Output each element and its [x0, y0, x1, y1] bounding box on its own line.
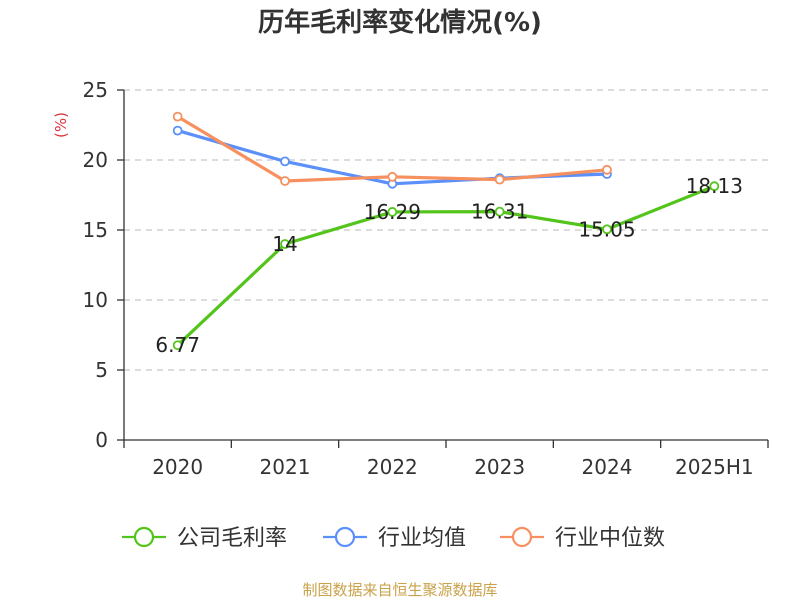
data-point [280, 156, 290, 167]
data-point [602, 224, 612, 235]
data-point [172, 111, 183, 122]
legend-item: 公司毛利率 [122, 526, 287, 551]
legend: 公司毛利率 行业均值 行业中位数 [122, 526, 665, 551]
legend-item: 行业中位数 [500, 526, 665, 551]
data-point [387, 207, 398, 217]
legend-label: 行业均值 [378, 526, 466, 551]
y-tick-label: 25 [83, 78, 108, 102]
data-point [172, 125, 183, 136]
data-label: 6.77 [155, 333, 200, 357]
data-point [602, 164, 612, 175]
data-label: 15.05 [578, 217, 635, 241]
series-0 [172, 181, 720, 351]
x-tick-label: 2024 [582, 455, 633, 479]
x-tick-label: 2023 [474, 455, 525, 479]
y-tick-label: 5 [95, 358, 108, 382]
legend-label: 公司毛利率 [177, 526, 287, 551]
legend-item: 行业均值 [323, 526, 466, 551]
x-tick-label: 2021 [260, 455, 311, 479]
chart-title: 历年毛利率变化情况(%) [258, 7, 542, 38]
y-tick-label: 0 [95, 428, 108, 452]
y-tick-label: 15 [83, 218, 108, 242]
data-label: 18.13 [686, 174, 743, 198]
data-point [172, 340, 183, 351]
data-point [494, 206, 505, 217]
x-tick-label: 2022 [367, 455, 418, 479]
series-lines [172, 111, 720, 351]
data-point [280, 176, 290, 186]
source-note: 制图数据来自恒生聚源数据库 [302, 581, 497, 599]
y-tick-label: 20 [83, 148, 108, 172]
legend-marker [334, 526, 356, 548]
series-line [176, 184, 716, 347]
data-labels: 6.77 14 16.29 16.31 15.05 18.13 [155, 174, 743, 357]
y-tick-label: 10 [83, 288, 108, 312]
legend-marker [511, 526, 533, 548]
grid-lines [124, 89, 768, 371]
legend-marker [133, 526, 155, 548]
axes: 0 5 10 15 20 25 2020 2021 2022 2023 2024 2025H1 [83, 78, 769, 479]
y-axis-unit-label: (%) [52, 112, 70, 138]
data-point [387, 171, 398, 182]
legend-label: 行业中位数 [555, 526, 665, 551]
data-label: 16.31 [471, 200, 528, 224]
data-label: 16.29 [364, 200, 421, 224]
x-tick-label: 2025H1 [675, 455, 754, 479]
data-point [494, 174, 505, 185]
series-2 [172, 111, 612, 186]
data-point [709, 181, 720, 192]
data-label: 14 [272, 232, 297, 256]
data-point [280, 239, 290, 249]
x-tick-label: 2020 [152, 455, 203, 479]
